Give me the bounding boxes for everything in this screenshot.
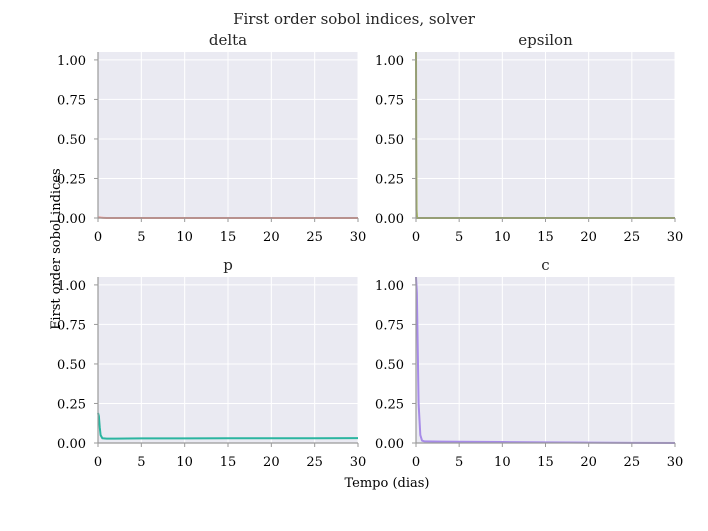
series-line-p xyxy=(97,412,359,440)
y-tick-label: 0.00 xyxy=(57,212,86,227)
panel-epsilon: 0 5 10 15 20 25 30 0.00 0.25 0.50 0.75 1.00 epsilon xyxy=(375,31,683,245)
subplot-title-delta: delta xyxy=(209,31,247,49)
x-tick-label: 15 xyxy=(537,455,554,470)
x-tick-label: 25 xyxy=(624,230,641,245)
x-tick-label: 30 xyxy=(350,230,367,245)
x-tick-label: 25 xyxy=(624,455,641,470)
x-tick-label: 5 xyxy=(455,455,463,470)
x-axis-label: Tempo (dias) xyxy=(344,476,429,491)
y-tick-label: 0.75 xyxy=(375,93,404,108)
subplot-title-c: c xyxy=(541,256,549,274)
x-tick-label: 25 xyxy=(306,230,323,245)
figure-title: First order sobol indices, solver xyxy=(233,10,476,28)
x-tick-label: 25 xyxy=(306,455,323,470)
x-tick-label: 15 xyxy=(220,230,237,245)
panel-delta: 0 5 10 15 20 25 30 0.00 0.25 0.50 0.75 1.00 delta xyxy=(57,31,366,245)
y-tick-label: 0.25 xyxy=(375,172,404,187)
x-tick-label: 20 xyxy=(263,230,280,245)
x-tick-label: 15 xyxy=(537,230,554,245)
y-tick-label: 1.00 xyxy=(375,54,404,69)
x-tick-label: 5 xyxy=(455,230,463,245)
y-tick-label: 0.25 xyxy=(57,172,86,187)
y-tick-label: 0.00 xyxy=(375,212,404,227)
x-tick-label: 10 xyxy=(176,230,193,245)
x-tick-label: 0 xyxy=(412,455,420,470)
x-tick-label: 10 xyxy=(176,455,193,470)
x-tick-label: 5 xyxy=(137,230,145,245)
panel-p: 0 5 10 15 20 25 30 0.00 0.25 0.50 0.75 1.00 p xyxy=(57,256,366,470)
x-tick-label: 5 xyxy=(137,455,145,470)
x-tick-label: 30 xyxy=(350,455,367,470)
y-tick-label: 0.75 xyxy=(375,318,404,333)
y-tick-label: 0.50 xyxy=(57,358,86,373)
x-tick-label: 15 xyxy=(220,455,237,470)
panels: 0 5 10 15 20 25 30 0.00 0.25 0.50 0.75 1.00 delta 0 5 1… xyxy=(57,31,683,470)
y-axis-label: First order sobol indices xyxy=(49,168,64,329)
y-tick-label: 0.75 xyxy=(57,93,86,108)
x-tick-label: 10 xyxy=(494,455,511,470)
x-tick-label: 10 xyxy=(494,230,511,245)
y-tick-label: 0.25 xyxy=(57,397,86,412)
subplot-title-epsilon: epsilon xyxy=(518,31,573,49)
x-tick-label: 20 xyxy=(580,230,597,245)
panel-c: 0 5 10 15 20 25 30 0.00 0.25 0.50 0.75 1.00 c xyxy=(375,256,683,470)
y-tick-label: 0.25 xyxy=(375,397,404,412)
x-tick-label: 0 xyxy=(94,230,102,245)
y-tick-label: 0.50 xyxy=(375,133,404,148)
y-tick-label: 0.75 xyxy=(57,318,86,333)
y-tick-label: 0.50 xyxy=(57,133,86,148)
y-tick-label: 0.00 xyxy=(375,437,404,452)
x-tick-label: 30 xyxy=(667,455,684,470)
y-tick-label: 1.00 xyxy=(57,279,86,294)
x-tick-label: 30 xyxy=(667,230,684,245)
y-tick-label: 0.00 xyxy=(57,437,86,452)
x-tick-label: 20 xyxy=(263,455,280,470)
y-tick-label: 0.50 xyxy=(375,358,404,373)
subplot-title-p: p xyxy=(223,256,233,274)
x-tick-label: 0 xyxy=(412,230,420,245)
y-tick-label: 1.00 xyxy=(57,54,86,69)
y-tick-label: 1.00 xyxy=(375,279,404,294)
x-tick-label: 20 xyxy=(580,455,597,470)
x-tick-label: 0 xyxy=(94,455,102,470)
